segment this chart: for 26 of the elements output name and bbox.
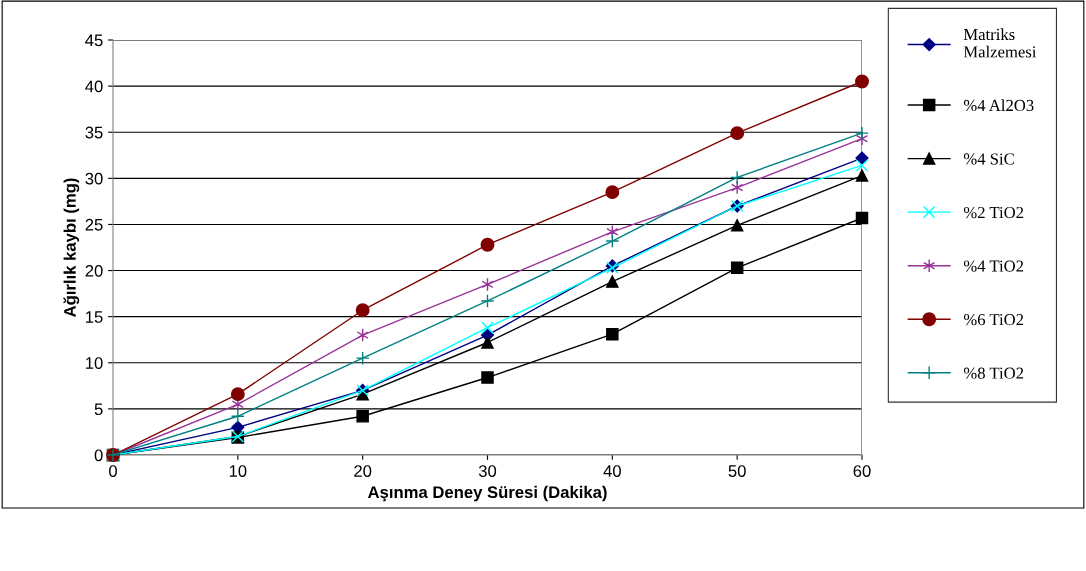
y-tick-label: 35 bbox=[85, 126, 103, 139]
legend-label: %4 SiC bbox=[963, 153, 1014, 165]
x-axis-title: Aşınma Deney Süresi (Dakika) bbox=[367, 485, 607, 502]
y-tick-label: 45 bbox=[85, 34, 103, 47]
x-tick-label: 20 bbox=[354, 465, 372, 477]
x-tick-label: 0 bbox=[109, 465, 117, 477]
y-axis-title: Ağırlık kaybı (mg) bbox=[63, 178, 80, 317]
legend-label: %2 TiO2 bbox=[963, 206, 1024, 219]
y-tick-label: 40 bbox=[85, 80, 103, 93]
legend-label: %6 TiO2 bbox=[963, 313, 1024, 326]
legend-label: Matriks Malzemesi bbox=[963, 28, 1037, 58]
y-tick-label: 30 bbox=[85, 172, 103, 185]
x-tick-label: 40 bbox=[603, 465, 621, 477]
x-tick-label: 10 bbox=[229, 465, 247, 477]
legend-label: %8 TiO2 bbox=[963, 367, 1024, 379]
legend-label: %4 Al2O3 bbox=[963, 99, 1034, 112]
x-tick-label: 60 bbox=[853, 465, 871, 477]
y-tick-label: 0 bbox=[94, 449, 103, 462]
y-tick-label: 20 bbox=[85, 264, 103, 277]
x-tick-label: 30 bbox=[478, 465, 497, 477]
y-tick-label: 10 bbox=[86, 357, 103, 369]
legend-label: %4 TiO2 bbox=[963, 260, 1024, 272]
y-tick-label: 25 bbox=[85, 218, 103, 231]
y-tick-label: 15 bbox=[86, 311, 103, 323]
y-tick-label: 5 bbox=[94, 403, 103, 416]
x-tick-label: 50 bbox=[728, 465, 746, 477]
